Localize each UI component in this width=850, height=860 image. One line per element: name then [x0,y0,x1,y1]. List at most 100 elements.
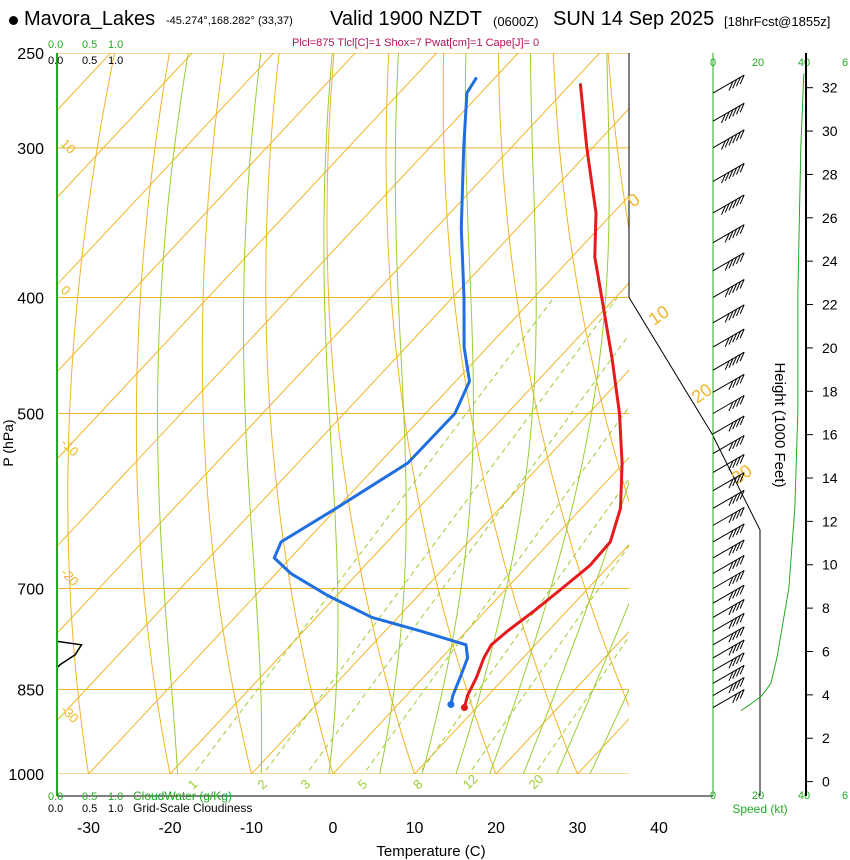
mixing-ratio-line [534,635,629,774]
wind-barb [712,612,745,632]
wind-barb-flag [739,555,745,565]
wind-barb [712,523,745,543]
wind-barb-flag [739,523,745,534]
wind-barb [712,598,745,618]
wind-barb-flag [728,513,734,524]
wind-barb-flag [735,397,741,407]
wind-barb-flag [728,619,734,629]
temperature-tick-label: -30 [77,820,100,837]
wind-barb-flag [735,456,741,466]
wind-barb-flag [721,205,726,215]
wind-barb-flag [735,587,741,597]
height-tick-label: 18 [822,383,838,399]
wind-barb-flag [739,639,745,650]
wind-barb-flag [735,654,741,665]
isotherm-line [250,369,629,774]
cloudwater-axis-title: CloudWater (g/Kg) [133,789,232,803]
wind-barb-flag [739,626,745,636]
wind-barb-flag [739,677,745,687]
wind-barb-flag [732,693,738,704]
wind-barb-flag [732,79,738,89]
wind-barb-flag [721,113,726,124]
wind-barb-flag [735,76,741,87]
wind-barb-flag [728,478,734,489]
wind-barb-flag [735,509,741,519]
wind-barb-staff [712,506,745,526]
wind-barb-flag [728,576,734,587]
wind-barb-flag [732,574,738,585]
wind-barb [712,539,745,559]
isotherm-line [57,53,193,199]
wind-barb-flag [728,285,734,296]
wind-barb-flag [724,360,730,370]
mixing-ratio-line [362,406,629,774]
sounding-indices: Plcl=875 Tlcl[C]=1 Shox=7 Pwat[cm]=1 Cap… [292,37,540,49]
wind-barb-flag [739,395,745,405]
speed-top-tick: 0 [710,57,716,69]
isotherm-label: -10 [58,435,82,459]
wind-barb-flag [732,167,738,177]
height-tick-label: 4 [822,687,830,703]
wind-barb [712,162,745,184]
wind-barb-staff [712,472,745,492]
wind-barb-flag [735,354,741,364]
height-tick-label: 20 [822,340,838,356]
height-tick-label: 32 [822,80,838,96]
wind-barb-flag [732,420,738,430]
height-tick-label: 0 [822,774,830,790]
wind-barb-flag [735,525,741,536]
pressure-tick-label: 500 [17,407,44,424]
wind-barb-flag [739,415,745,426]
wind-barb-flag [739,570,745,580]
wind-barb-flag [732,458,738,468]
moist-adiabat-line [522,480,629,774]
cloudwater-bottom-tick: 1.0 [108,791,123,803]
temperature-tick-label: -20 [158,820,181,837]
wind-barb [712,570,745,589]
mixing-ratio-label: 20 [526,771,547,792]
wind-barb-flag [739,689,745,699]
speed-top-tick: 6 [842,57,848,69]
pressure-tick-label: 850 [17,682,44,699]
height-tick-label: 28 [822,166,838,182]
wind-barb-flag [735,628,741,639]
wind-barb-flag [724,171,730,182]
wind-barb-flag [724,287,730,298]
temperature-tick-label: 20 [487,820,505,837]
height-tick-label: 6 [822,643,830,659]
wind-barb-flag [728,561,734,572]
wind-barb-staff [712,435,745,454]
wind-barb [712,351,745,371]
height-tick-label: 24 [822,253,838,269]
wind-barb [712,506,745,526]
wind-barb-flag [735,105,741,115]
wind-barb-flag [728,136,734,146]
wind-barb-flag [728,633,734,643]
cloudiness-bottom-tick: 1.0 [108,803,123,815]
wind-barb-flag [739,584,745,595]
wind-barb-flag [735,667,741,677]
wind-barb-staff [712,554,745,574]
wind-barb-flag [732,439,738,450]
dry-adiabat-line [442,53,579,774]
moist-adiabat-line [455,53,537,774]
wind-barb-flag [728,230,734,241]
wind-barb-flag [732,283,738,293]
wind-barb [712,328,745,348]
height-tick-label: 30 [822,123,838,139]
cloudiness-top-tick: 0.5 [82,55,97,67]
wind-barb-flag [728,201,734,211]
wind-barb [712,472,745,492]
wind-barb-staff [712,454,745,473]
pressure-tick-label: 1000 [8,767,44,784]
wind-barb-staff [712,539,745,559]
speed-bottom-tick: 6 [842,790,848,802]
wind-barb-flag [732,669,738,679]
wind-barb-flag [735,541,741,552]
height-tick-label: 26 [822,210,838,226]
wind-barb-flag [724,203,730,213]
wind-barb [712,454,745,473]
wind-barb-flag [735,557,741,567]
forecast-info: [18hrFcst@1855z] [724,14,831,29]
isotherm-line [495,631,629,774]
